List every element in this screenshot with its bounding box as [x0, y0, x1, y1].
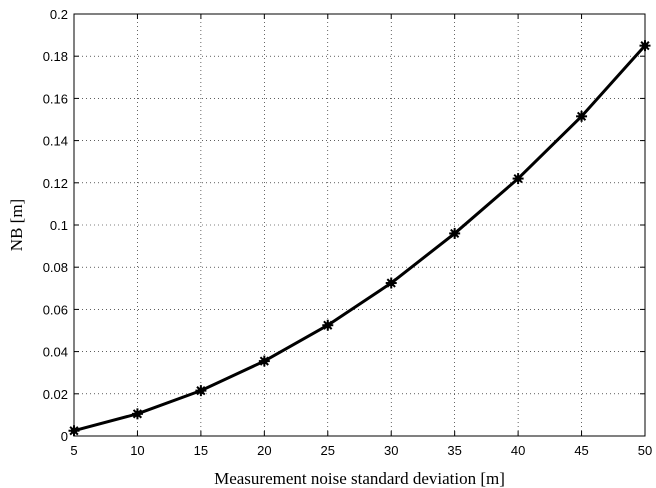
y-tick-label: 0.1 — [50, 218, 68, 233]
y-tick-label: 0.08 — [43, 260, 68, 275]
marker-arm — [69, 426, 79, 436]
tick-labels: 5 10 15 20 25 30 35 40 45 50 0 0.02 0.04 0.06 0.08 0.1 0… — [43, 7, 653, 458]
x-tick-label: 10 — [130, 443, 144, 458]
y-tick-label: 0.12 — [43, 176, 68, 191]
x-tick-label: 30 — [384, 443, 398, 458]
y-tick-label: 0.14 — [43, 134, 68, 149]
marker-arm — [386, 278, 396, 288]
plot-frame — [73, 13, 646, 437]
series-line — [73, 44, 647, 433]
x-tick-label: 25 — [321, 443, 335, 458]
grid-lines — [74, 14, 645, 436]
data-point-marker — [512, 173, 524, 185]
data-point-marker — [449, 227, 461, 239]
marker-arm — [640, 41, 650, 51]
marker-arm — [513, 173, 523, 184]
y-tick-label: 0.02 — [43, 387, 68, 402]
marker-arm — [323, 320, 333, 330]
marker-arm — [576, 111, 587, 121]
data-point-marker — [385, 277, 397, 289]
marker-arm — [450, 228, 460, 239]
marker-arm — [196, 386, 206, 396]
y-tick-label: 0 — [61, 429, 68, 444]
x-tick-label: 15 — [194, 443, 208, 458]
marker-arm — [259, 356, 269, 366]
x-axis-title: Measurement noise standard deviation [m] — [214, 469, 505, 488]
y-tick-label: 0.06 — [43, 302, 68, 317]
x-tick-label: 20 — [257, 443, 271, 458]
data-point-marker — [322, 319, 334, 331]
y-tick-label: 0.2 — [50, 7, 68, 22]
x-tick-label: 40 — [511, 443, 525, 458]
y-tick-label: 0.04 — [43, 345, 68, 360]
data-point-marker — [258, 355, 270, 367]
y-tick-label: 0.18 — [43, 49, 68, 64]
data-point-marker — [576, 110, 588, 122]
x-tick-label: 50 — [638, 443, 652, 458]
marker-arm — [132, 409, 143, 419]
series-layer — [68, 40, 651, 437]
x-tick-label: 35 — [447, 443, 461, 458]
data-point-marker — [639, 40, 651, 52]
data-point-marker — [68, 425, 80, 437]
x-tick-label: 45 — [574, 443, 588, 458]
data-point-marker — [195, 385, 207, 397]
y-axis-title: NB [m] — [7, 199, 26, 251]
axis-ticks — [73, 13, 646, 437]
data-point-marker — [131, 408, 143, 420]
x-tick-label: 5 — [70, 443, 77, 458]
y-tick-label: 0.16 — [43, 91, 68, 106]
